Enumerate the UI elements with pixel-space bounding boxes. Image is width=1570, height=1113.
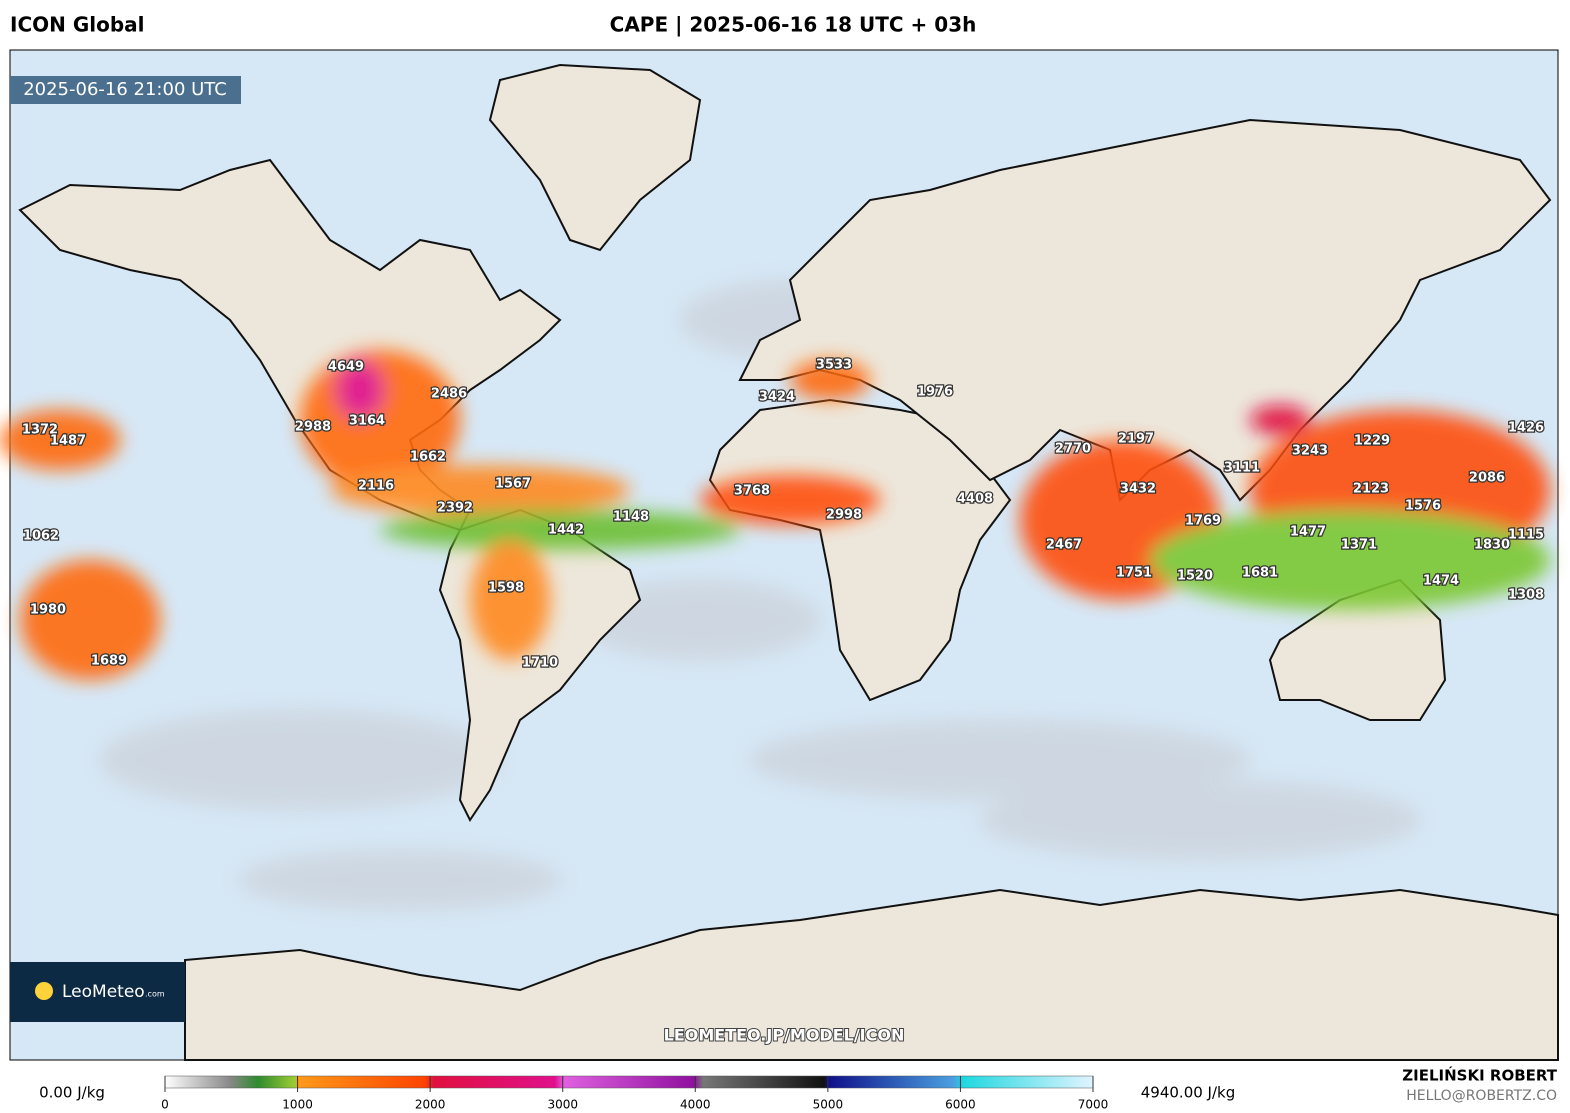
- cape-label: 1576: [1405, 499, 1441, 514]
- cape-label: 1442: [548, 523, 584, 538]
- colorbar-tick-label: 2000: [415, 1098, 446, 1112]
- cape-label: 1115: [1508, 528, 1544, 543]
- cape-label: 1062: [23, 529, 59, 544]
- cape-label: 2988: [295, 420, 331, 435]
- cape-label: 3432: [1120, 482, 1156, 497]
- cape-label: 1372: [22, 423, 58, 438]
- colorbar-tick-label: 1000: [282, 1098, 313, 1112]
- colorbar-ticks: 0 1000 2000 3000 4000 5000 6000 7000: [161, 1076, 1108, 1112]
- cape-label: 1751: [1116, 566, 1152, 581]
- author: ZIELIŃSKI ROBERT: [1402, 1066, 1557, 1085]
- cape-label: 3111: [1224, 461, 1260, 476]
- cape-label: 1487: [50, 434, 86, 449]
- colorbar-tick-label: 7000: [1078, 1098, 1109, 1112]
- cape-label: 1710: [522, 656, 558, 671]
- watermark: LEOMETEO.JP/MODEL/ICON: [664, 1026, 905, 1045]
- cape-label: 2123: [1353, 482, 1389, 497]
- cape-field: [0, 350, 1550, 680]
- cape-label: 2197: [1118, 432, 1154, 447]
- cape-label: 2086: [1469, 471, 1505, 486]
- cape-label: 4649: [328, 360, 364, 375]
- min-label: 0.00 J/kg: [39, 1084, 105, 1102]
- cape-label: 2116: [358, 479, 394, 494]
- logo-name: LeoMeteo: [62, 982, 145, 1002]
- cape-label: 2770: [1055, 442, 1091, 457]
- colorbar-tick-label: 0: [161, 1098, 169, 1112]
- cape-label: 1477: [1290, 525, 1326, 540]
- logo-sun: [35, 982, 53, 1000]
- cape-label: 1229: [1354, 434, 1390, 449]
- cape-label: 1830: [1474, 538, 1510, 553]
- chart-title: CAPE | 2025-06-16 18 UTC + 03h: [610, 13, 977, 37]
- valid-time-box: [10, 76, 241, 104]
- email: HELLO@ROBERTZ.CO: [1406, 1088, 1557, 1104]
- colorbar-tick-label: 4000: [680, 1098, 711, 1112]
- cape-label: 1681: [1242, 566, 1278, 581]
- cape-label: 1976: [917, 385, 953, 400]
- cape-label: 4408: [957, 492, 993, 507]
- cape-label: 2467: [1046, 538, 1082, 553]
- cape-label: 1662: [410, 450, 446, 465]
- cape-label: 1567: [495, 477, 531, 492]
- cape-label: 1689: [91, 654, 127, 669]
- cape-label: 1148: [613, 510, 649, 525]
- cape-label: 3768: [734, 484, 770, 499]
- colorbar: [164, 1075, 1094, 1089]
- cape-label: 2998: [826, 508, 862, 523]
- max-label: 4940.00 J/kg: [1141, 1084, 1235, 1102]
- cape-label: 1520: [1177, 569, 1213, 584]
- cape-label: 1598: [488, 581, 524, 596]
- cape-label: 1769: [1185, 514, 1221, 529]
- cape-label: 2486: [431, 387, 467, 402]
- colorbar-tick-label: 6000: [945, 1098, 976, 1112]
- cape-label: 3533: [816, 358, 852, 373]
- colorbar-tick-label: 3000: [547, 1098, 578, 1112]
- cape-label: 1371: [1341, 538, 1377, 553]
- cape-label: 1474: [1423, 574, 1459, 589]
- cape-label: 3243: [1292, 444, 1328, 459]
- colorbar-tick-label: 5000: [813, 1098, 844, 1112]
- cape-label: 1426: [1508, 421, 1544, 436]
- valid-time: 2025-06-16 21:00 UTC: [23, 79, 227, 100]
- logo-suffix: .com: [145, 990, 165, 999]
- model-name: ICON Global: [10, 13, 145, 37]
- cape-label: 3164: [349, 414, 385, 429]
- cape-label: 3424: [759, 390, 795, 405]
- cape-label: 1308: [1508, 588, 1544, 603]
- cape-label: 1980: [30, 603, 66, 618]
- cape-label: 2392: [437, 501, 473, 516]
